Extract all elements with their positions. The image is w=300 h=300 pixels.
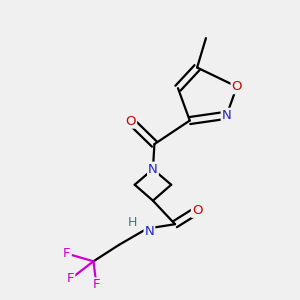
Text: O: O [192, 204, 202, 217]
Text: N: N [148, 163, 158, 176]
Text: F: F [63, 247, 71, 260]
Text: H: H [128, 216, 138, 229]
Text: N: N [222, 109, 231, 122]
Text: F: F [93, 278, 100, 291]
Text: N: N [145, 225, 154, 238]
Text: F: F [67, 272, 74, 286]
Text: O: O [126, 115, 136, 128]
Text: O: O [232, 80, 242, 93]
